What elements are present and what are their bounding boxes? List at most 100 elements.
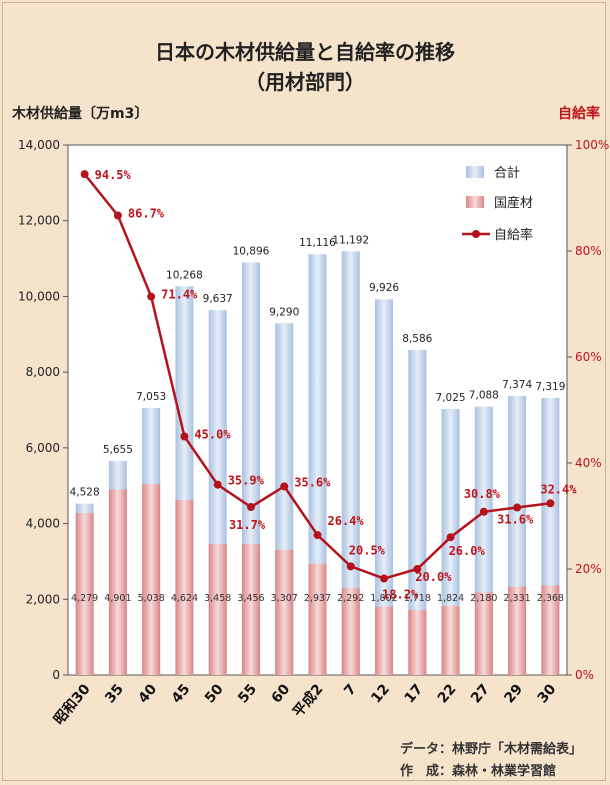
bar-domestic — [308, 563, 327, 675]
domestic-label: 2,180 — [470, 593, 497, 604]
bar-domestic — [241, 544, 260, 675]
rate-label: 86.7% — [128, 206, 165, 220]
y2-tick-label: 20% — [575, 562, 602, 576]
legend-label-rate: 自給率 — [494, 227, 533, 243]
bar-domestic — [441, 605, 460, 675]
rate-point — [446, 533, 455, 542]
x-tick-label: 27 — [468, 681, 493, 706]
rate-point — [413, 565, 422, 573]
domestic-label: 1,802 — [370, 593, 397, 604]
y2-tick-label: 40% — [575, 456, 602, 470]
bar-total — [408, 349, 427, 675]
rate-point — [546, 499, 555, 508]
rate-label: 35.9% — [228, 474, 265, 488]
rate-point — [479, 507, 488, 516]
domestic-label: 3,456 — [237, 593, 264, 604]
rate-label: 20.0% — [415, 570, 452, 584]
rate-label: 94.5% — [95, 168, 132, 182]
y2-tick-label: 60% — [575, 350, 602, 364]
x-tick-label: 7 — [341, 681, 360, 699]
domestic-label: 2,937 — [304, 593, 331, 604]
x-tick-label: 35 — [102, 681, 127, 706]
x-tick-label: 17 — [402, 681, 427, 706]
x-tick-label: 平成2 — [289, 681, 326, 721]
rate-point — [513, 503, 522, 512]
bar-domestic — [474, 592, 493, 675]
legend-marker-rate — [472, 230, 480, 238]
y2-tick-label: 100% — [575, 138, 609, 152]
bar-total — [375, 299, 394, 675]
x-tick-label: 昭和30 — [51, 681, 94, 728]
total-label: 11,116 — [299, 237, 336, 249]
rate-point — [380, 574, 389, 583]
domestic-label: 2,368 — [537, 593, 564, 604]
total-label: 11,192 — [332, 234, 369, 246]
rate-point — [147, 292, 156, 301]
bar-domestic — [341, 588, 360, 675]
legend-label-total: 合計 — [494, 165, 520, 181]
domestic-label: 1,718 — [404, 593, 431, 604]
bar-domestic — [408, 609, 427, 675]
total-label: 5,655 — [103, 444, 133, 456]
total-label: 8,586 — [402, 333, 432, 345]
bar-domestic — [275, 549, 294, 675]
total-label: 7,088 — [469, 390, 499, 402]
bar-domestic — [208, 544, 227, 675]
total-label: 9,290 — [269, 306, 299, 318]
rate-point — [246, 502, 255, 511]
total-label: 7,053 — [136, 391, 166, 403]
bar-domestic — [508, 586, 527, 675]
author-note: 作 成：森林・林業学習館 — [400, 764, 557, 779]
x-tick-label: 12 — [368, 681, 393, 706]
bar-domestic — [142, 484, 161, 675]
rate-point — [313, 531, 322, 540]
legend-label-domestic: 国産材 — [494, 195, 533, 211]
chart-title: 日本の木材供給量と自給率の推移 — [155, 40, 455, 64]
legend-swatch-total — [466, 166, 484, 178]
rate-point — [180, 432, 189, 441]
bar-domestic — [541, 585, 560, 675]
rate-label: 31.7% — [229, 518, 266, 532]
domestic-label: 4,279 — [71, 593, 98, 604]
rate-label: 20.5% — [349, 543, 386, 557]
rate-label: 71.4% — [161, 288, 198, 302]
domestic-label: 4,624 — [171, 593, 198, 604]
total-label: 7,319 — [535, 381, 565, 393]
rate-label: 26.4% — [328, 514, 365, 528]
x-tick-label: 40 — [135, 681, 160, 706]
y-tick-label: 2,000 — [26, 592, 60, 606]
domestic-label: 3,458 — [204, 593, 231, 604]
chart-subtitle: （用材部門） — [245, 70, 365, 94]
rate-label: 30.8% — [464, 487, 501, 501]
source-note: データ：林野庁「木材需給表」 — [400, 742, 583, 757]
rate-label: 18.2% — [382, 588, 419, 602]
total-label: 7,025 — [436, 392, 466, 404]
y2-tick-label: 0% — [575, 668, 594, 682]
y-tick-label: 8,000 — [26, 365, 60, 379]
rate-label: 32.4% — [540, 482, 577, 496]
domestic-label: 4,901 — [104, 593, 131, 604]
y-tick-label: 4,000 — [26, 517, 60, 531]
x-tick-label: 30 — [535, 681, 560, 706]
rate-point — [113, 211, 122, 220]
total-label: 7,374 — [502, 379, 532, 391]
rate-label: 26.0% — [449, 544, 486, 558]
domestic-label: 5,038 — [138, 593, 165, 604]
domestic-label: 2,331 — [503, 593, 530, 604]
y-axis-left-label: 木材供給量〔万m3〕 — [12, 106, 149, 122]
total-label: 10,268 — [166, 269, 203, 281]
domestic-label: 1,824 — [437, 593, 464, 604]
rate-point — [280, 482, 289, 491]
bar-domestic — [75, 513, 94, 675]
legend-swatch-domestic — [466, 196, 484, 208]
y-axis-right-label: 自給率 — [558, 106, 600, 122]
x-tick-label: 50 — [202, 681, 227, 706]
bar-domestic — [375, 606, 394, 675]
y-tick-label: 12,000 — [18, 214, 60, 228]
rate-label: 45.0% — [194, 428, 231, 442]
total-label: 9,637 — [203, 293, 233, 305]
x-tick-label: 29 — [501, 681, 526, 706]
total-label: 10,896 — [233, 246, 270, 258]
